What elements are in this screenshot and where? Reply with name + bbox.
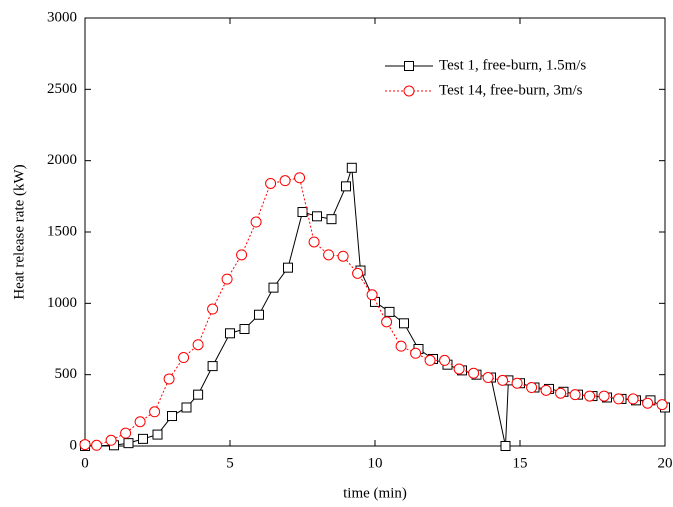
y-tick-label: 1000 [47,295,77,311]
series-line [84,177,663,446]
marker [152,429,163,440]
y-tick-label: 0 [70,437,78,453]
marker [584,390,596,402]
marker [297,207,308,218]
marker [134,416,146,428]
marker [410,347,422,359]
marker [497,374,509,386]
marker [163,373,175,385]
marker [308,236,320,248]
marker [268,282,279,293]
marker [236,249,248,261]
marker [193,389,204,400]
marker [341,181,351,192]
marker [105,434,117,446]
marker [326,214,337,225]
y-axis-label: Heat release rate (kW) [11,164,27,299]
marker [642,397,654,409]
marker [91,439,103,451]
marker [265,177,277,189]
y-tick-label: 500 [55,366,78,382]
marker [239,324,250,335]
y-tick-label: 1500 [47,223,77,239]
marker [424,354,436,366]
marker [627,393,639,405]
marker [167,411,177,422]
marker [366,289,378,301]
marker [149,406,161,418]
marker [555,387,567,399]
marker [346,162,357,173]
marker [468,367,480,379]
marker [482,372,494,384]
marker [192,339,204,351]
marker [294,172,306,184]
marker [381,316,393,328]
marker [395,340,407,352]
marker [79,439,91,451]
marker [439,354,451,366]
x-tick-label: 5 [226,455,234,471]
marker [207,303,219,315]
marker [181,402,192,413]
marker [511,377,523,389]
marker [225,328,235,339]
marker [526,382,538,394]
marker [123,438,134,449]
marker [384,306,395,317]
x-axis-label: time (min) [343,485,407,501]
marker [569,389,581,401]
marker [254,309,264,320]
marker [283,262,293,273]
y-tick-label: 3000 [47,9,77,25]
marker [250,216,262,228]
legend-marker [403,85,415,97]
marker [352,267,364,279]
marker [500,441,511,451]
x-tick-label: 0 [81,455,89,471]
marker [178,352,190,364]
marker [312,211,322,222]
marker [656,399,668,411]
legend-marker [404,61,414,71]
marker [399,318,409,329]
marker [598,390,610,402]
x-tick-label: 15 [513,455,528,471]
marker [279,175,291,187]
marker [138,433,148,444]
marker [613,393,625,405]
marker [540,384,552,396]
marker [120,427,132,439]
legend-label: Test 14, free-burn, 3m/s [439,82,583,98]
y-tick-label: 2000 [47,152,77,168]
marker [221,273,233,285]
marker [207,361,218,372]
x-tick-label: 10 [368,455,383,471]
marker [453,363,465,375]
marker [337,250,349,262]
marker [323,249,335,261]
y-tick-label: 2500 [47,81,77,97]
legend-label: Test 1, free-burn, 1.5m/s [439,57,586,73]
x-tick-label: 20 [658,455,673,471]
